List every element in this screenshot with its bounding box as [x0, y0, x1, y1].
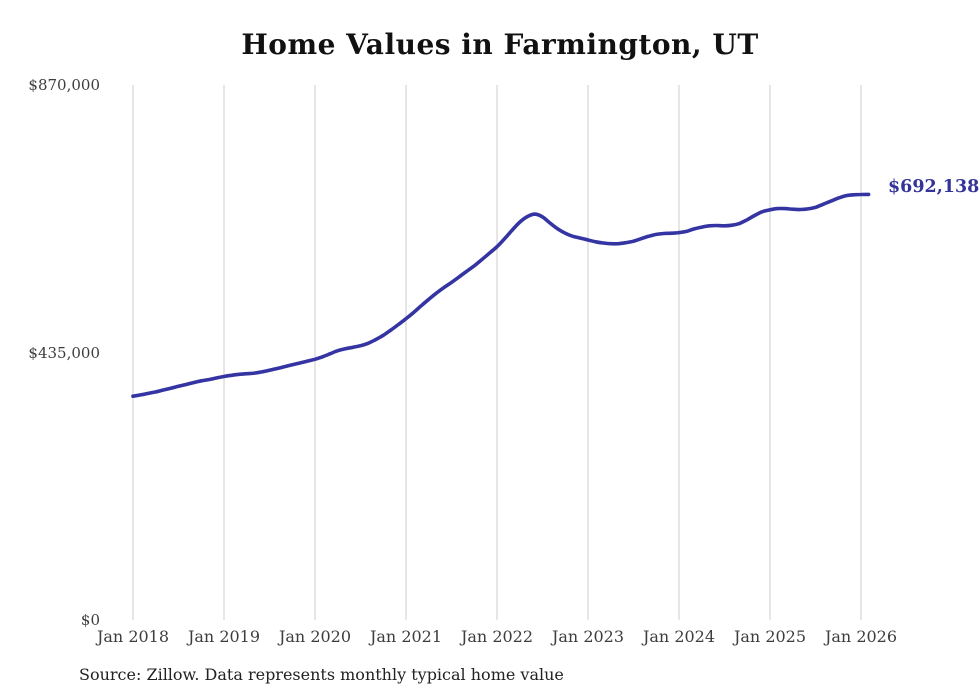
- x-tick-jan-2020: Jan 2020: [278, 627, 352, 646]
- y-tick-0: $0: [80, 611, 100, 629]
- x-tick-jan-2023: Jan 2023: [551, 627, 625, 646]
- x-tick-jan-2021: Jan 2021: [369, 627, 443, 646]
- x-tick-jan-2025: Jan 2025: [733, 627, 807, 646]
- home-value-line: [131, 192, 871, 398]
- last-value-annotation: $692,138: [888, 177, 980, 197]
- source-note: Source: Zillow. Data represents monthly …: [79, 665, 564, 684]
- x-tick-jan-2018: Jan 2018: [96, 627, 170, 646]
- x-tick-jan-2024: Jan 2024: [642, 627, 716, 646]
- x-tick-jan-2026: Jan 2026: [824, 627, 898, 646]
- x-tick-jan-2019: Jan 2019: [187, 627, 261, 646]
- x-tick-jan-2022: Jan 2022: [460, 627, 534, 646]
- y-tick-435000: $435,000: [28, 343, 100, 362]
- y-tick-870000: $870,000: [28, 76, 100, 94]
- chart-title: Home Values in Farmington, UT: [241, 28, 759, 61]
